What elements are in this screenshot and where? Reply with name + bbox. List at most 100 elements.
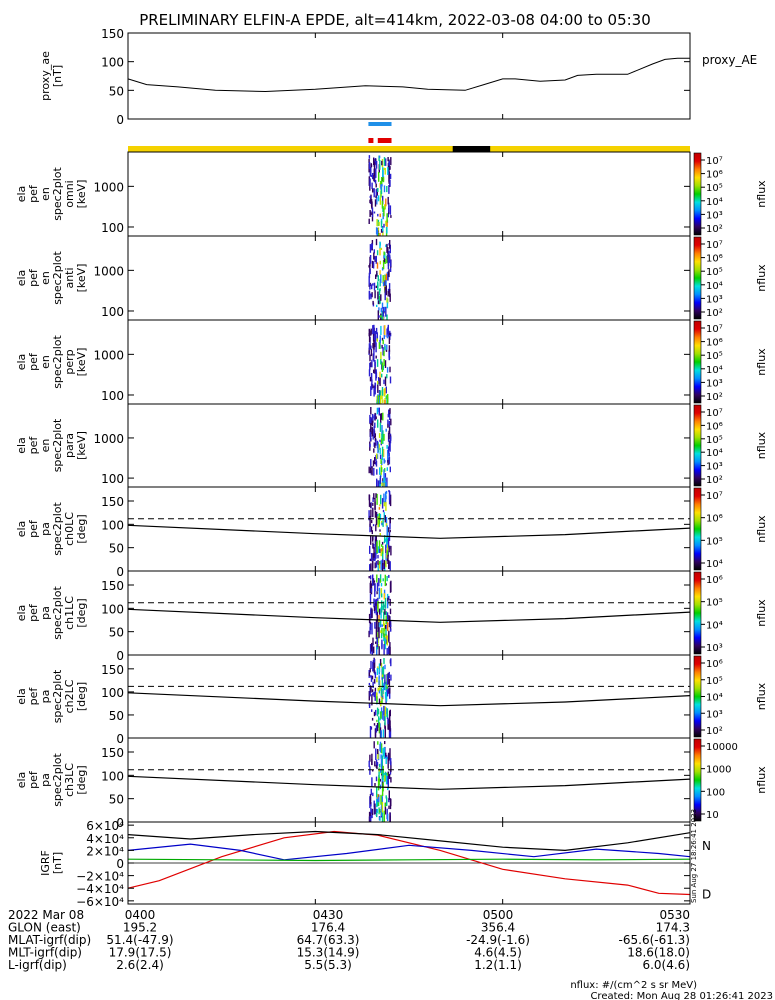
colorbar-tick-label: 10⁵ — [706, 536, 723, 547]
spectrogram-pixel — [386, 219, 388, 227]
spectrogram-pixel — [377, 687, 379, 692]
spectrogram-pixel — [373, 157, 375, 166]
spectrogram-pixel — [369, 244, 372, 253]
y-tick-label: −4×10⁴ — [76, 882, 124, 896]
spectrogram-pixel — [388, 283, 391, 293]
spectrogram-pixel — [385, 158, 387, 166]
spectrogram-pixel — [381, 667, 384, 678]
spectrogram-pixel — [377, 778, 380, 791]
spectrogram-pixel — [373, 385, 375, 388]
spectrogram-pixel — [384, 290, 386, 301]
spectrogram-pixel — [380, 548, 382, 557]
spectrogram-pixel — [387, 771, 389, 781]
spectrogram-pixel — [379, 717, 381, 721]
spectrogram-pixel — [388, 411, 390, 413]
spectrogram-pixel — [372, 574, 374, 586]
spectrogram-pixel — [378, 540, 381, 552]
y-axis-title-word: en — [39, 187, 52, 201]
spectrogram-pixel — [384, 400, 386, 404]
y-tick-label: 150 — [101, 495, 124, 509]
y-tick-label: 0 — [116, 857, 124, 871]
spectrogram-pixel — [370, 423, 372, 430]
spectrogram-pixel — [373, 467, 375, 476]
spectrogram-pixel — [389, 642, 391, 647]
spectrogram-pixel — [371, 416, 374, 427]
panel-8: ela pef pa spec2plot ch3LC [deg]1010010001000… — [15, 737, 768, 830]
spectrogram-pixel — [376, 359, 379, 367]
spectrogram-pixel — [371, 675, 374, 680]
x-axis-row-label: MLT-igrf(dip) — [8, 946, 82, 960]
spectrogram-pixel — [378, 480, 381, 487]
spectrogram-pixel — [381, 801, 384, 813]
y-tick-label: 150 — [101, 579, 124, 593]
spectrogram-pixel — [374, 691, 376, 701]
spectrogram-pixel — [369, 195, 371, 199]
spectrogram-pixel — [377, 797, 380, 802]
spectrogram-pixel — [382, 206, 384, 212]
spectrogram-pixel — [385, 755, 388, 759]
spectrogram-pixel — [381, 639, 383, 650]
spectrogram-pixel — [381, 344, 383, 349]
y-axis-title-word: ch0LC — [63, 512, 76, 546]
igrf-series-line — [127, 830, 691, 896]
y-tick-label: 150 — [101, 663, 124, 677]
spectrogram-pixel — [380, 247, 383, 250]
spectrogram-pixel — [369, 811, 371, 819]
colorbar-tick-label: 10⁴ — [706, 693, 723, 704]
spectrogram-pixel — [381, 796, 383, 804]
spectrogram-pixel — [375, 524, 377, 532]
spectrogram-pixel — [373, 580, 375, 586]
spectrogram-pixel — [384, 387, 386, 395]
spectrogram-pixel — [381, 544, 383, 547]
spectrogram-pixel — [373, 800, 375, 808]
spectrogram-pixel — [389, 205, 392, 215]
spectrogram-pixel — [378, 377, 380, 385]
spectrogram-pixel — [381, 541, 384, 545]
spectrogram-pixel — [374, 437, 377, 441]
colorbar-tick-label: 10² — [706, 475, 723, 486]
spectrogram-pixel — [389, 748, 391, 761]
spectrogram-pixel — [390, 157, 392, 166]
spectrogram-pixel — [379, 561, 381, 565]
spectrogram-pixel — [385, 757, 387, 764]
spectrogram-pixel — [371, 530, 373, 535]
spectrogram-pixel — [390, 761, 392, 773]
spectrogram-pixel — [385, 639, 388, 644]
colorbar-tick-label: 100 — [706, 787, 725, 798]
colorbar-tick-label: 10⁷ — [706, 408, 723, 419]
spectrogram-pixel — [370, 244, 372, 250]
spectrogram-pixel — [382, 552, 384, 560]
spectrogram-pixel — [383, 512, 385, 520]
spectrogram-pixel — [368, 162, 371, 170]
spectrogram-pixel — [380, 520, 383, 525]
spectrogram-pixel — [370, 535, 372, 545]
spectrogram-pixel — [374, 335, 377, 344]
spectrogram-pixel — [387, 290, 389, 297]
status-bar — [128, 146, 690, 152]
spectrogram-pixel — [371, 560, 374, 571]
spectrogram-pixel — [383, 379, 385, 385]
spectrogram-pixel — [379, 447, 381, 455]
colorbar-tick-label: 10² — [706, 392, 723, 403]
spectrogram-pixel — [387, 553, 389, 564]
spectrogram-pixel — [378, 608, 381, 615]
spectrogram-pixel — [390, 418, 392, 426]
spectrogram-pixel — [388, 719, 390, 730]
spectrogram-pixel — [380, 437, 383, 445]
spectrogram-pixel — [369, 362, 371, 371]
spectrogram-pixel — [375, 620, 378, 629]
spectrogram-pixel — [373, 162, 376, 171]
spectrogram-pixel — [374, 199, 377, 207]
colorbar — [693, 152, 702, 236]
spectrogram-pixel — [378, 390, 381, 399]
spectrogram-pixel — [389, 267, 392, 272]
spectrogram-pixel — [375, 158, 377, 161]
spectrogram-pixel — [373, 353, 375, 362]
spectrogram-pixel — [379, 335, 381, 343]
spectrogram-pixel — [374, 552, 376, 561]
spectrogram-pixel — [382, 227, 384, 232]
spectrogram-pixel — [377, 380, 379, 385]
spectrogram-pixel — [380, 630, 382, 633]
panel-5: ela pef pa spec2plot ch0LC [deg] 10⁴ 10⁵ 10⁶ 10⁷ n… — [15, 486, 768, 579]
spectrogram-pixel — [376, 440, 379, 449]
